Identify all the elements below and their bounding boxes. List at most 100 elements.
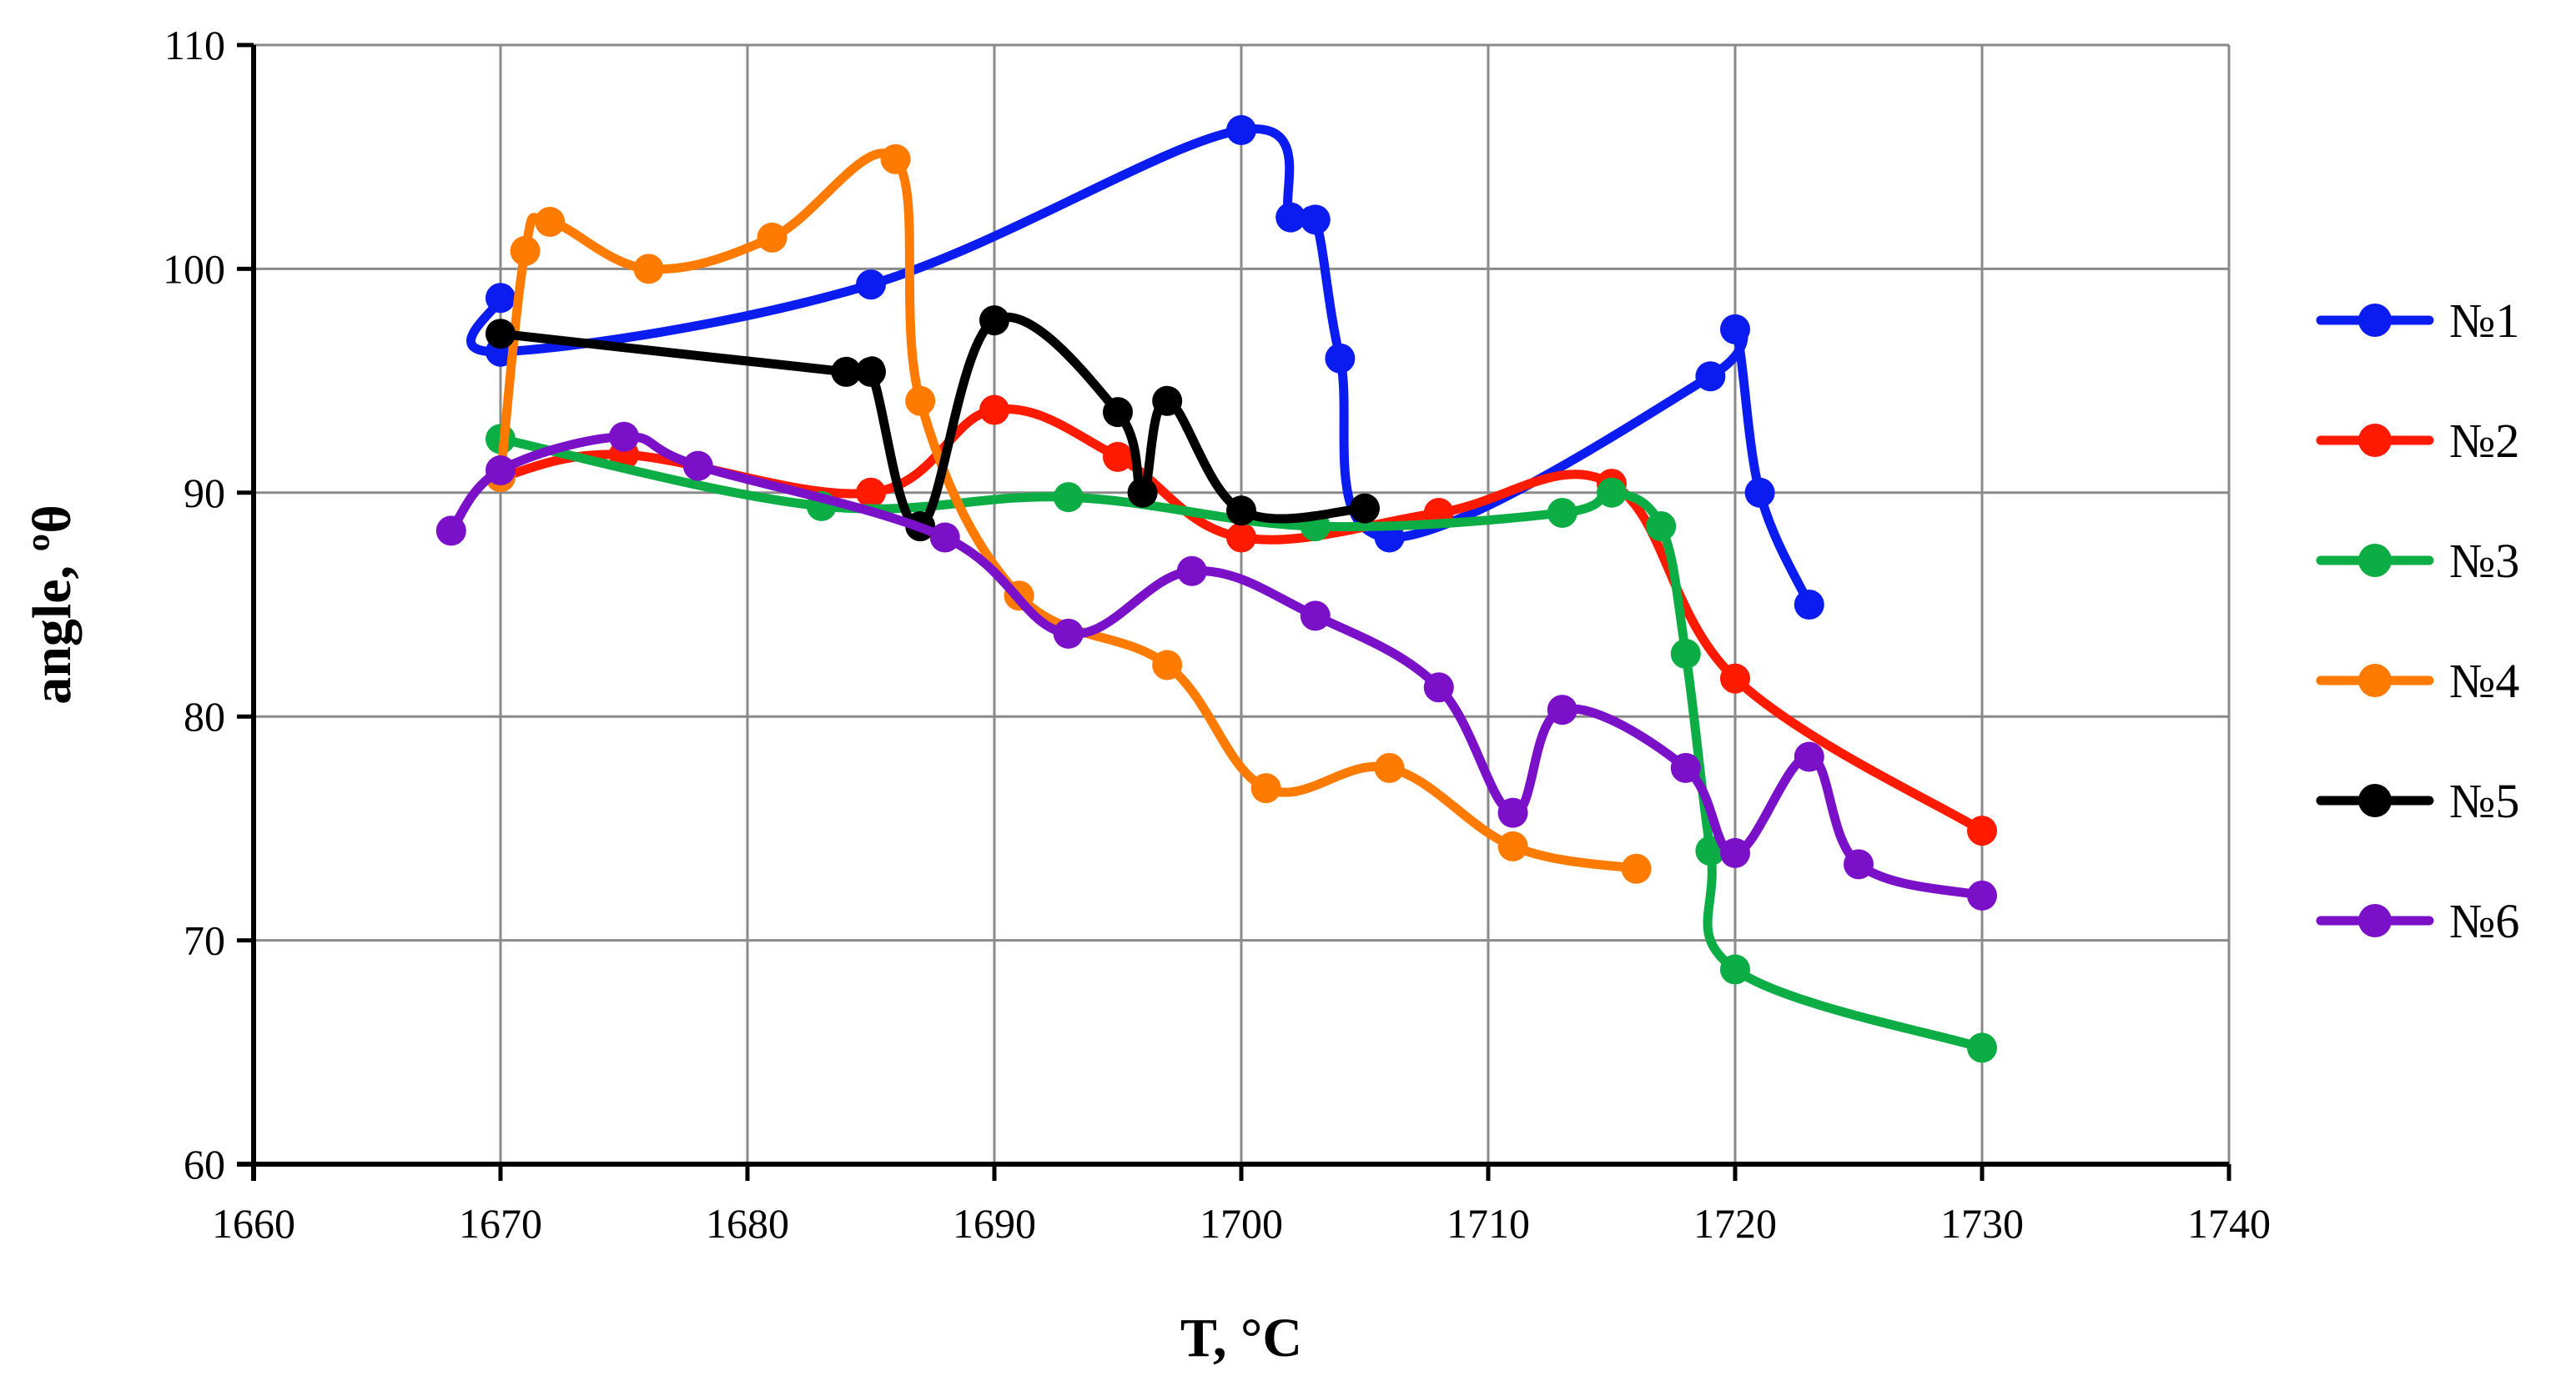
legend: №1 №2 №3 №4 №5 №6 xyxy=(2316,294,2519,948)
data-point xyxy=(1275,202,1306,233)
legend-label: №4 xyxy=(2449,654,2519,708)
data-point xyxy=(609,421,639,452)
data-point xyxy=(1967,816,1997,846)
x-tick-label: 1720 xyxy=(1693,1200,1777,1247)
data-point xyxy=(1670,639,1701,670)
data-point xyxy=(1621,853,1652,884)
data-point xyxy=(486,454,516,485)
data-point xyxy=(880,143,911,174)
data-point xyxy=(1547,497,1577,528)
data-point xyxy=(1053,482,1084,513)
legend-item: №4 xyxy=(2316,654,2519,708)
data-point xyxy=(435,515,466,546)
data-point xyxy=(1967,880,1997,911)
data-point xyxy=(1103,397,1133,428)
data-point xyxy=(929,522,960,553)
x-tick-label: 1680 xyxy=(706,1200,789,1247)
data-point xyxy=(757,222,787,253)
legend-label: №2 xyxy=(2449,414,2519,468)
data-point xyxy=(535,207,566,238)
data-point xyxy=(1152,385,1183,416)
legend-label: №5 xyxy=(2449,774,2519,828)
y-tick-label: 70 xyxy=(184,917,225,964)
legend-swatch-marker xyxy=(2358,904,2392,937)
x-tick-label: 1660 xyxy=(212,1200,295,1247)
data-point xyxy=(1226,522,1256,553)
series-1 xyxy=(466,114,1824,620)
legend-label: №6 xyxy=(2449,894,2519,948)
legend-swatch-marker xyxy=(2358,664,2392,697)
data-point xyxy=(1250,773,1281,804)
y-axis-title: angle, ºθ xyxy=(22,505,83,705)
data-point xyxy=(1300,204,1331,235)
series-6 xyxy=(435,421,1997,911)
legend-swatch-marker xyxy=(2358,544,2392,577)
legend-swatch-marker xyxy=(2358,784,2392,817)
data-point xyxy=(1844,849,1874,880)
x-tick-label: 1740 xyxy=(2187,1200,2271,1247)
y-tick-label: 80 xyxy=(184,693,225,740)
data-point xyxy=(510,235,541,266)
y-tick-label: 110 xyxy=(164,22,225,68)
data-point xyxy=(1646,511,1677,542)
x-tick-labels: 1660 1670 1680 1690 1700 1710 1720 1730 1740 xyxy=(212,1200,2271,1247)
data-point xyxy=(1053,618,1084,649)
x-axis-title: T, °C xyxy=(1180,1308,1302,1368)
data-point xyxy=(1720,314,1750,344)
data-point xyxy=(1670,752,1701,783)
legend-item: №1 xyxy=(2316,294,2519,348)
legend-item: №3 xyxy=(2316,534,2519,588)
data-point xyxy=(856,477,886,508)
legend-label: №1 xyxy=(2449,294,2519,348)
data-point xyxy=(1176,555,1207,586)
data-point xyxy=(905,385,936,416)
data-point xyxy=(1325,343,1356,374)
data-point xyxy=(1547,695,1577,726)
data-point xyxy=(1300,600,1331,631)
legend-item: №2 xyxy=(2316,414,2519,468)
x-tick-label: 1700 xyxy=(1200,1200,1283,1247)
data-point xyxy=(682,450,713,481)
data-point xyxy=(1597,477,1627,508)
data-point xyxy=(1152,650,1183,680)
series-group xyxy=(435,114,1997,1063)
data-point xyxy=(1695,361,1726,392)
data-point xyxy=(1350,493,1380,524)
legend-item: №6 xyxy=(2316,894,2519,948)
data-point xyxy=(979,305,1009,336)
y-tick-label: 90 xyxy=(184,470,225,516)
data-point xyxy=(1744,477,1775,508)
data-point xyxy=(1226,495,1256,526)
legend-swatch-marker xyxy=(2358,424,2392,457)
data-point xyxy=(1497,831,1528,861)
data-point xyxy=(1720,837,1750,868)
data-point xyxy=(486,283,516,314)
series-5 xyxy=(486,305,1380,542)
y-tick-label: 100 xyxy=(163,245,225,292)
data-point xyxy=(1720,954,1750,985)
data-point xyxy=(1967,1032,1997,1063)
data-point xyxy=(1226,114,1256,145)
data-point xyxy=(1423,672,1454,703)
x-tick-label: 1730 xyxy=(1940,1200,2024,1247)
x-tick-label: 1710 xyxy=(1446,1200,1530,1247)
data-point xyxy=(1720,663,1750,694)
data-point xyxy=(486,319,516,349)
series-line xyxy=(446,432,1987,901)
grid-lines xyxy=(254,43,2231,1164)
data-point xyxy=(1794,590,1824,620)
x-tick-label: 1690 xyxy=(953,1200,1036,1247)
series-line xyxy=(496,312,1370,531)
data-point xyxy=(856,356,886,387)
data-point xyxy=(633,254,664,284)
series-line xyxy=(466,124,1814,610)
data-point xyxy=(1103,441,1133,472)
data-point xyxy=(1127,477,1158,508)
data-point xyxy=(1794,741,1824,772)
y-tick-labels: 60 70 80 90 100 110 xyxy=(163,22,225,1188)
legend-label: №3 xyxy=(2449,534,2519,588)
data-point xyxy=(979,394,1009,425)
data-point xyxy=(831,356,862,387)
series-4 xyxy=(486,143,1652,884)
axes xyxy=(237,43,2231,1181)
